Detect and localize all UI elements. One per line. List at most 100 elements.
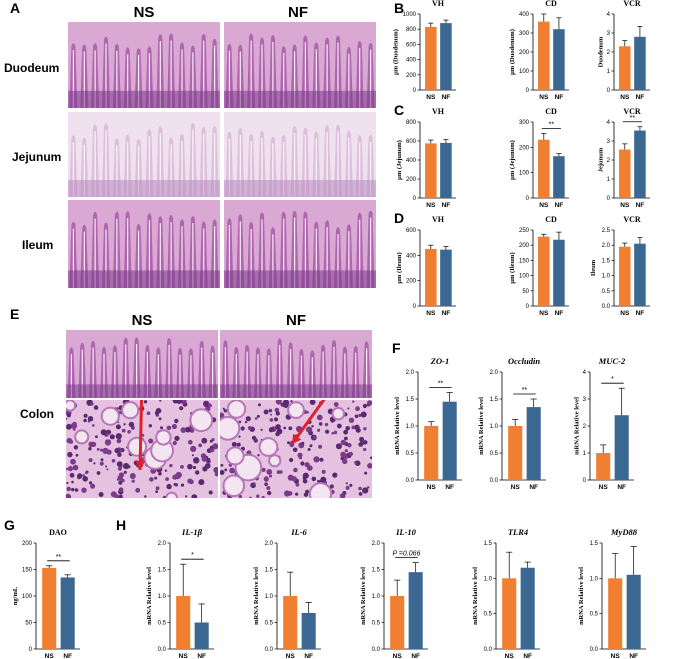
x-tick-label: NF [63,653,72,659]
y-axis-label: mRNA Relative level [394,397,401,455]
y-tick-label: 2.0 [265,541,274,547]
y-axis-label: Ileum [590,259,597,276]
x-tick-label: NS [393,653,403,659]
y-tick-label: 1.5 [406,397,415,403]
histology-colon-nf-high [220,400,372,498]
chart-b-vcr: VCR 0 1 2 3 4 Duodenum NS NF [597,0,650,101]
y-tick-label: 0 [607,196,611,202]
bar-ns [619,149,631,198]
panel-a-col-ns: NS [133,4,155,21]
y-axis-label: μm (Duodenum) [393,29,400,75]
bar-ns [596,453,611,480]
x-tick-label: NF [442,310,451,317]
y-axis-label: mRNA Relative level [146,567,153,625]
panel-letter-b: B [394,0,405,16]
significance-label: ** [438,381,444,388]
y-axis-label: Jejunum [597,147,604,172]
y-tick-label: 300 [519,120,530,126]
x-tick-label: NS [620,202,630,209]
panel-a-row-jejunum: Jejunum [12,150,62,164]
y-tick-label: 1.0 [372,594,381,600]
y-tick-label: 0 [526,196,530,202]
y-tick-label: 800 [406,27,417,33]
y-tick-label: 1.0 [406,424,415,430]
bar-ns [176,596,191,649]
x-tick-label: NS [620,94,630,101]
y-tick-label: 400 [519,12,530,18]
y-tick-label: 800 [406,120,417,126]
significance-label: P =0.066 [392,551,420,558]
y-tick-label: 100 [519,69,530,75]
chart-title: DAO [49,528,67,537]
x-tick-label: NS [179,653,189,659]
bar-ns [425,143,437,198]
y-tick-label: 1.5 [602,258,611,264]
panel-letter-f: F [392,340,401,356]
y-tick-label: 600 [406,139,417,145]
y-tick-label: 2.0 [372,541,381,547]
y-tick-label: 1.0 [158,594,167,600]
panel-e-col-nf: NF [286,312,306,329]
y-tick-label: 1 [583,451,587,457]
bar-nf [553,156,565,198]
chart-title: IL-6 [290,527,307,537]
y-tick-label: 1.0 [602,274,611,280]
chart-b-cd: CD 0 100 200 300 400 μm (Duodenum) NS NF [509,0,569,101]
y-axis-label: mRNA Relative level [478,397,485,455]
y-tick-label: 0.0 [372,647,381,653]
y-tick-label: 250 [519,228,530,234]
panel-a-row-ileum: Ileum [22,238,54,252]
y-tick-label: 0 [413,196,417,202]
y-tick-label: 400 [406,253,417,259]
y-axis-label: mRNA Relative level [578,567,585,625]
histology-duodeum-nf [224,22,376,108]
y-tick-label: 0 [583,478,587,484]
y-tick-label: 50 [25,621,32,627]
x-tick-label: NF [445,484,454,491]
y-tick-label: 200 [519,145,530,151]
histology-ileum-nf [224,200,376,288]
bar-ns [619,46,631,90]
y-axis-label: μm (Jejunum) [396,140,403,180]
significance-label: ** [549,121,555,128]
y-tick-label: 50 [522,289,529,295]
histology-jejunum-ns [68,112,220,197]
y-axis-label: μm (Jejunum) [509,140,516,180]
panel-letter-e: E [10,306,20,322]
y-tick-label: 200 [519,50,530,56]
bar-ns [283,596,298,649]
y-tick-label: 2 [607,50,611,56]
chart-d-vh: VH 0 200 400 600 μm (Ileum) NS NF [396,215,456,317]
y-tick-label: 1.5 [158,568,167,574]
panel-letter-a: A [10,0,21,16]
x-tick-label: NS [539,94,549,101]
x-tick-label: NF [411,653,420,659]
y-tick-label: 0 [526,88,530,94]
panel-letter-d: D [394,210,405,226]
chart-title: IL-10 [395,527,417,537]
x-tick-label: NS [426,310,436,317]
bar-nf [553,29,565,90]
chart-g-dao: DAO 0 50 100 150 200 ng/mL NS NF ** [12,528,80,659]
x-tick-label: NS [45,653,55,659]
y-tick-label: 2.0 [602,243,611,249]
y-tick-label: 200 [519,243,530,249]
bar-nf [194,622,209,649]
x-tick-label: NS [539,202,549,209]
y-tick-label: 0.5 [372,621,381,627]
y-tick-label: 200 [406,177,417,183]
x-tick-label: NF [555,94,564,101]
x-tick-label: NF [636,310,645,317]
bar-nf [408,572,423,649]
chart-title: MUC-2 [598,356,626,366]
y-tick-label: 1000 [403,12,417,18]
y-tick-label: 1 [607,69,611,75]
histology-duodeum-ns [68,22,220,108]
bar-ns [425,26,437,91]
bar-ns [538,139,550,198]
y-tick-label: 0.5 [602,289,611,295]
x-tick-label: NF [636,94,645,101]
y-tick-label: 1 [607,177,611,183]
y-axis-label: μm (Ileum) [509,252,516,283]
x-tick-label: NF [617,484,626,491]
